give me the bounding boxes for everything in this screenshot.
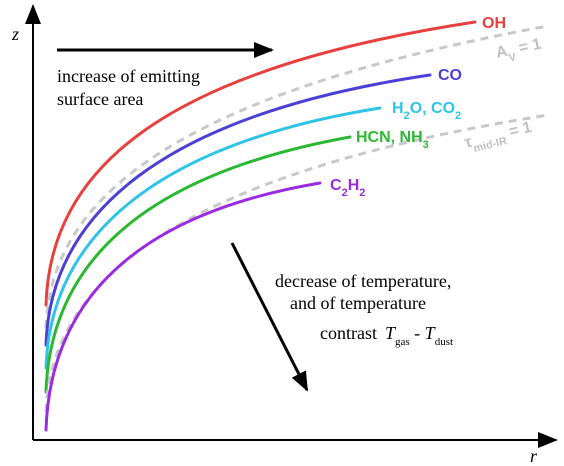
curve-c2h2 [44, 181, 322, 432]
curve-oh [44, 20, 477, 307]
label-av: AV = 1 [494, 36, 544, 67]
label-oh: OH [482, 15, 506, 32]
curve-co [44, 73, 432, 347]
x-axis-label: r [530, 446, 538, 466]
label-hcn-nh3: HCN, NH3 [356, 129, 429, 151]
y-axis-label: z [11, 24, 19, 44]
label-c2h2: C2H2 [330, 177, 365, 199]
boundary-av [44, 24, 549, 329]
annotation-decrease: decrease of temperature, [275, 271, 451, 291]
annotation-decrease: and of temperature [290, 293, 426, 313]
curve-h2o-co2 [44, 106, 382, 370]
annotation-increase: surface area [57, 89, 143, 109]
annotation-increase: increase of emitting [57, 66, 200, 86]
arrow-decrease [230, 242, 309, 392]
label-h2o-co2: H2O, CO2 [392, 100, 461, 122]
annotation-decrease: contrast Tgas - Tdust [320, 323, 453, 348]
curve-hcn-nh3 [44, 135, 352, 394]
label-co: CO [438, 67, 462, 84]
